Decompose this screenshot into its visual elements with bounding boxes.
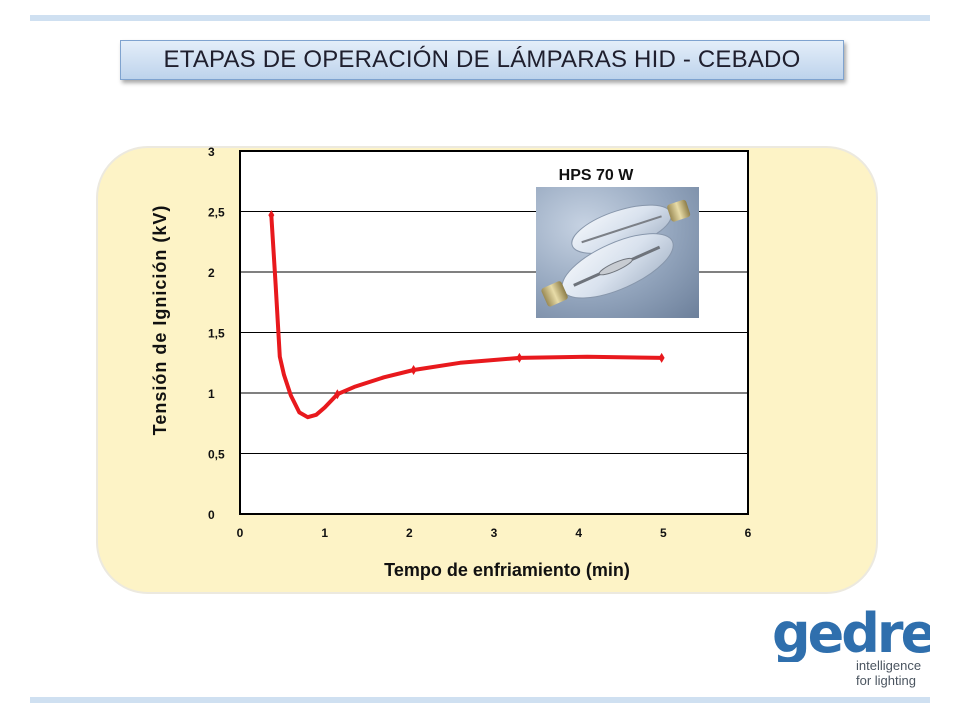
bottom-decorative-rule <box>30 697 930 703</box>
gedre-logo-mark: gedre <box>772 602 930 662</box>
x-tick-labels: 0 1 2 3 4 5 6 <box>237 526 752 540</box>
x-tick-label: 0 <box>237 526 244 540</box>
logo-tagline-line-1: intelligence <box>856 658 922 673</box>
y-tick-label: 2,5 <box>208 206 225 220</box>
x-tick-label: 4 <box>575 526 582 540</box>
y-tick-labels: 0 0,5 1 1,5 2 2,5 3 <box>208 145 225 522</box>
x-tick-label: 1 <box>321 526 328 540</box>
y-tick-label: 0,5 <box>208 448 225 462</box>
title-box: ETAPAS DE OPERACIÓN DE LÁMPARAS HID - CE… <box>120 40 844 80</box>
data-point <box>658 352 665 363</box>
logo-tagline-line-2: for lighting <box>856 673 916 688</box>
y-tick-label: 2 <box>208 266 215 280</box>
photo-label: HPS 70 W <box>559 167 635 184</box>
logo-tagline: intelligence for lighting <box>856 658 921 688</box>
svg-text:gedre: gedre <box>772 602 930 662</box>
x-tick-label: 6 <box>745 526 752 540</box>
data-point <box>410 365 417 376</box>
y-tick-label: 3 <box>208 145 215 159</box>
slide-title: ETAPAS DE OPERACIÓN DE LÁMPARAS HID - CE… <box>163 46 801 73</box>
y-tick-label: 1 <box>208 387 215 401</box>
data-point <box>516 352 523 363</box>
x-tick-label: 3 <box>491 526 498 540</box>
hps-lamp-photo <box>536 187 699 318</box>
gedre-logo: gedre intelligence for lighting <box>770 600 930 692</box>
data-point <box>268 210 275 221</box>
x-axis-label: Tempo de enfriamiento (min) <box>384 560 630 580</box>
x-tick-label: 2 <box>406 526 413 540</box>
y-axis-label: Tensión de Ignición (kV) <box>150 205 170 436</box>
x-tick-label: 5 <box>660 526 667 540</box>
y-tick-label: 0 <box>208 508 215 522</box>
series-layer <box>268 210 665 420</box>
data-point <box>334 389 341 400</box>
top-decorative-rule <box>30 15 930 21</box>
series-line <box>269 213 664 420</box>
y-tick-label: 1,5 <box>208 327 225 341</box>
